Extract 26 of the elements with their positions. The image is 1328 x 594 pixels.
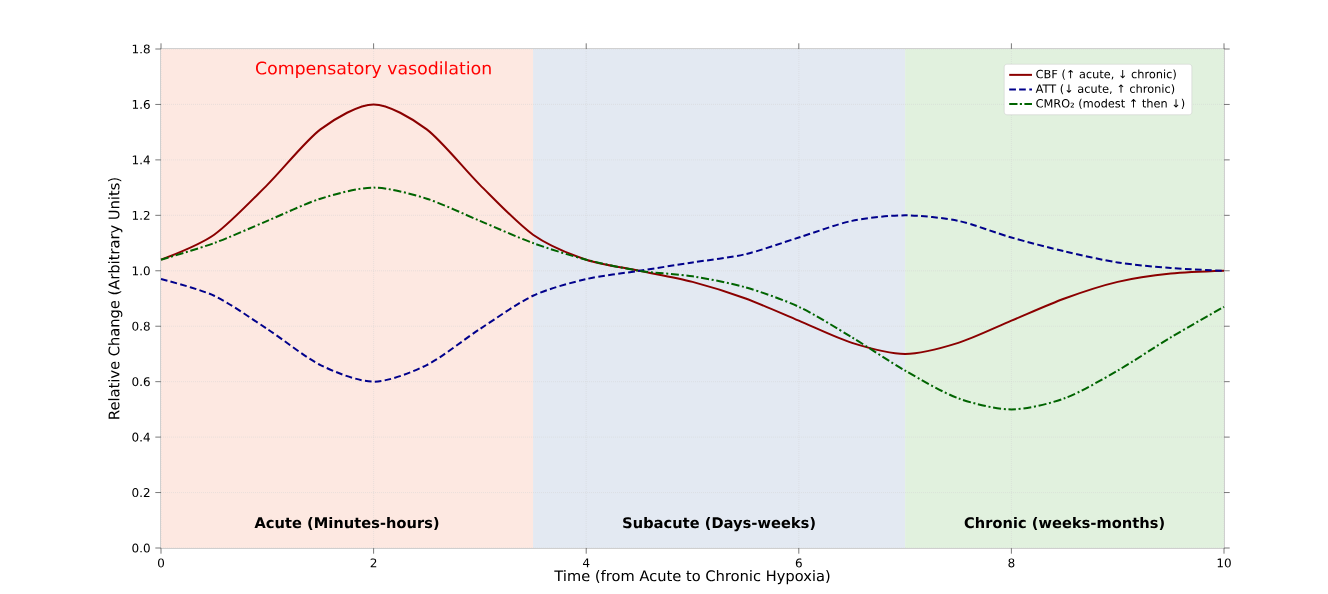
y-axis-title: Relative Change (Arbitrary Units) xyxy=(108,178,123,419)
band-label: Subacute (Days-weeks) xyxy=(623,516,815,532)
y-tick-label: 0.0 xyxy=(132,543,150,553)
y-tick-label: 1.8 xyxy=(132,44,150,54)
x-axis-title: Time (from Acute to Chronic Hypoxia) xyxy=(554,569,830,585)
y-tick-label: 0.6 xyxy=(132,377,150,387)
annotation: Compensatory vasodilation xyxy=(256,61,491,78)
x-tick-label: 2 xyxy=(370,558,377,568)
x-tick-label: 6 xyxy=(795,558,802,568)
band-label: Acute (Minutes-hours) xyxy=(254,516,439,530)
y-tick-label: 1.2 xyxy=(132,210,150,220)
band-label: Chronic (weeks-months) xyxy=(964,516,1164,530)
y-tick-label: 1.0 xyxy=(132,266,150,276)
x-tick-label: 8 xyxy=(1008,558,1015,568)
x-tick-label: 10 xyxy=(1217,558,1231,568)
y-tick-label: 0.4 xyxy=(132,432,150,442)
legend-label: ATT (↓ acute, ↑ chronic) xyxy=(1035,84,1175,95)
legend-label: CBF (↑ acute, ↓ chronic) xyxy=(1036,69,1176,80)
x-tick-label: 0 xyxy=(157,558,165,568)
legend-label: CMRO₂ (modest ↑ then ↓) xyxy=(1036,98,1185,109)
y-tick-label: 1.4 xyxy=(132,155,150,165)
y-tick-label: 1.6 xyxy=(132,99,150,109)
y-tick-label: 0.2 xyxy=(132,488,150,498)
x-tick-label: 4 xyxy=(582,558,590,568)
line-series xyxy=(160,186,1226,411)
y-tick-label: 0.8 xyxy=(132,321,150,331)
